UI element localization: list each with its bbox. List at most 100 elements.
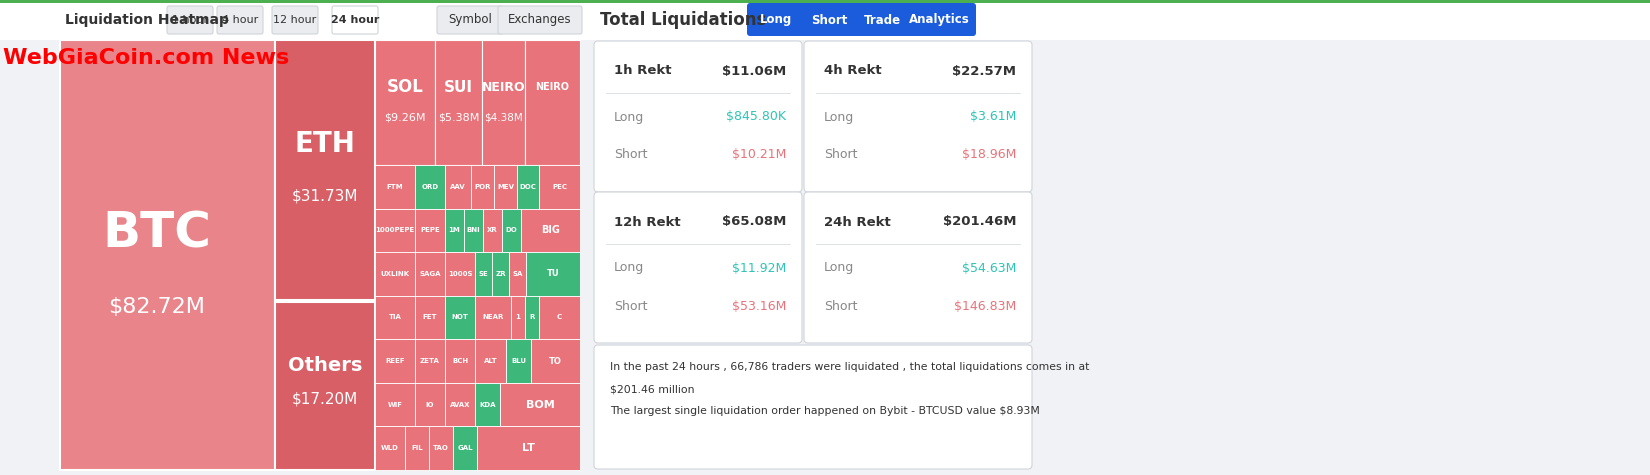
FancyBboxPatch shape — [903, 3, 977, 36]
Text: Short: Short — [614, 149, 647, 162]
Bar — [464, 209, 483, 252]
Text: AVAX: AVAX — [450, 402, 470, 408]
Bar — [276, 302, 375, 470]
Text: Total Liquidations: Total Liquidations — [601, 11, 766, 29]
Text: XR: XR — [487, 228, 498, 233]
Text: Short: Short — [823, 149, 858, 162]
Text: Short: Short — [810, 13, 846, 27]
Text: FTM: FTM — [386, 184, 403, 190]
Text: BNI: BNI — [467, 228, 480, 233]
Text: Long: Long — [761, 13, 792, 27]
Bar — [526, 252, 581, 296]
Text: Long: Long — [614, 111, 644, 124]
Text: UXLINK: UXLINK — [381, 271, 409, 277]
Text: WebGiaCoin.com News: WebGiaCoin.com News — [3, 48, 289, 68]
Bar — [477, 427, 581, 470]
Text: 1M: 1M — [449, 228, 460, 233]
Text: Trade: Trade — [863, 13, 901, 27]
FancyBboxPatch shape — [437, 6, 503, 34]
Text: PEPE: PEPE — [421, 228, 441, 233]
Text: 12h Rekt: 12h Rekt — [614, 216, 680, 228]
Bar — [470, 165, 493, 209]
Bar — [475, 339, 507, 383]
FancyBboxPatch shape — [853, 3, 911, 36]
Bar — [483, 209, 502, 252]
Text: LT: LT — [521, 443, 535, 453]
Text: DOC: DOC — [520, 184, 536, 190]
Text: $3.61M: $3.61M — [970, 111, 1016, 124]
Text: Exchanges: Exchanges — [508, 13, 573, 27]
Bar — [416, 339, 446, 383]
Bar — [416, 296, 446, 339]
Text: NOT: NOT — [452, 314, 469, 321]
Text: MEV: MEV — [497, 184, 515, 190]
Bar — [521, 209, 581, 252]
Text: REEF: REEF — [384, 358, 404, 364]
Text: Long: Long — [614, 262, 644, 275]
Text: $11.06M: $11.06M — [721, 65, 785, 77]
Text: 4h Rekt: 4h Rekt — [823, 65, 881, 77]
Bar — [493, 165, 516, 209]
Bar — [446, 296, 475, 339]
Text: ZR: ZR — [495, 271, 507, 277]
Bar — [531, 339, 581, 383]
FancyBboxPatch shape — [594, 192, 802, 343]
Bar — [454, 427, 477, 470]
Text: ZETA: ZETA — [421, 358, 441, 364]
Bar — [508, 252, 526, 296]
Text: AAV: AAV — [450, 184, 465, 190]
Bar — [375, 339, 416, 383]
Text: TAO: TAO — [432, 445, 449, 451]
Text: $9.26M: $9.26M — [384, 113, 426, 123]
Bar — [502, 209, 521, 252]
FancyBboxPatch shape — [594, 41, 802, 192]
Bar — [446, 209, 464, 252]
FancyBboxPatch shape — [167, 6, 213, 34]
Bar — [416, 209, 446, 252]
Text: DO: DO — [505, 228, 518, 233]
Text: IO: IO — [426, 402, 434, 408]
Bar — [375, 252, 416, 296]
Text: $845.80K: $845.80K — [726, 111, 785, 124]
FancyBboxPatch shape — [332, 6, 378, 34]
Text: 24h Rekt: 24h Rekt — [823, 216, 891, 228]
Bar — [482, 40, 525, 165]
Bar — [436, 40, 482, 165]
Bar — [540, 165, 581, 209]
Text: $201.46 million: $201.46 million — [610, 384, 695, 394]
Text: TO: TO — [549, 357, 563, 366]
Text: NEIRO: NEIRO — [482, 81, 525, 94]
Bar — [416, 165, 446, 209]
Text: Short: Short — [614, 300, 647, 313]
FancyBboxPatch shape — [594, 345, 1031, 469]
Text: POR: POR — [474, 184, 490, 190]
Text: $54.63M: $54.63M — [962, 262, 1016, 275]
Bar — [475, 296, 512, 339]
Text: $31.73M: $31.73M — [292, 189, 358, 203]
Bar — [446, 383, 475, 427]
Text: Others: Others — [287, 356, 363, 375]
Text: SE: SE — [478, 271, 488, 277]
Text: BOM: BOM — [526, 399, 554, 409]
Text: NEIRO: NEIRO — [536, 83, 569, 93]
Text: $65.08M: $65.08M — [721, 216, 785, 228]
Text: Analytics: Analytics — [909, 13, 970, 27]
Text: $146.83M: $146.83M — [954, 300, 1016, 313]
Text: 24 hour: 24 hour — [330, 15, 380, 25]
Bar — [0, 0, 1650, 3]
Text: In the past 24 hours , 66,786 traders were liquidated , the total liquidations c: In the past 24 hours , 66,786 traders we… — [610, 362, 1089, 372]
Bar — [512, 296, 525, 339]
Bar — [0, 0, 1650, 40]
Bar — [375, 383, 416, 427]
Text: C: C — [558, 314, 563, 321]
Text: TIA: TIA — [388, 314, 401, 321]
Text: SUI: SUI — [444, 80, 474, 95]
Text: $10.21M: $10.21M — [731, 149, 785, 162]
Text: R: R — [530, 314, 535, 321]
Bar — [475, 252, 492, 296]
FancyBboxPatch shape — [804, 192, 1031, 343]
FancyBboxPatch shape — [747, 3, 805, 36]
Bar — [375, 40, 436, 165]
Text: WIF: WIF — [388, 402, 403, 408]
Text: $82.72M: $82.72M — [109, 296, 205, 317]
